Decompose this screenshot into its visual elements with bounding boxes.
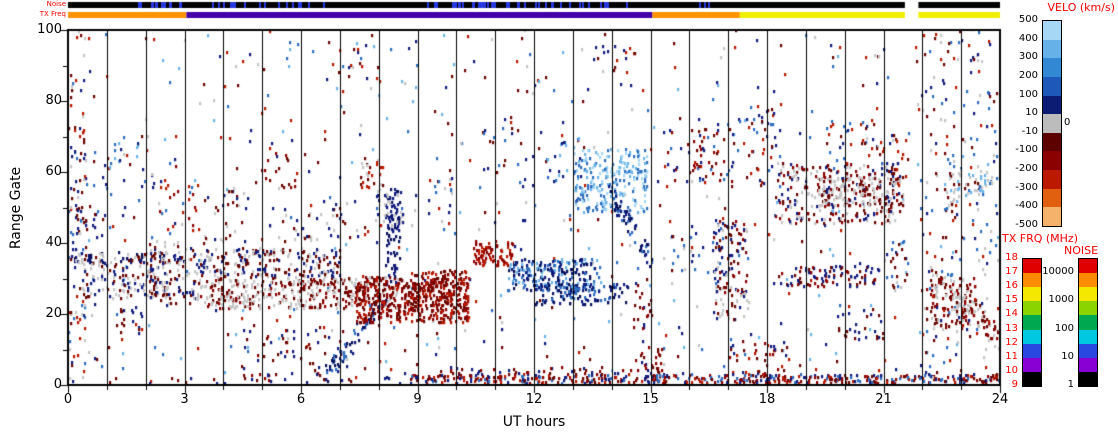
velocity-colorbar-segment [1043,58,1061,77]
noise-colorbar-segment [1079,287,1097,302]
txfrq-colorbar-title: TX FRQ (MHz) [1002,232,1078,245]
txfrq-tick-label: 14 [1005,308,1018,320]
x-tick-label: 21 [875,392,892,407]
velocity-colorbar-segment [1043,132,1061,152]
y-tick-label: 80 [45,93,62,108]
velocity-colorbar [1042,20,1062,227]
noise-colorbar [1078,258,1098,387]
x-tick-label: 24 [991,392,1009,407]
noise-tick-label: 10 [1061,350,1074,362]
velocity-colorbar-title: VELO (km/s) [1047,1,1115,14]
velocity-colorbar-segment [1043,170,1061,189]
noise-colorbar-segment [1079,301,1097,316]
txfrq-colorbar-segment [1023,287,1041,302]
velocity-tick-label: 10 [1025,107,1038,119]
velocity-colorbar-segment [1043,95,1061,115]
txfrq-colorbar-segment [1023,329,1041,344]
txfreq-strip-label: TX Freq [39,10,66,18]
noise-colorbar-segment [1079,273,1097,288]
velocity-tick-label: 400 [1018,32,1038,44]
txfrq-tick-label: 18 [1005,252,1018,263]
velocity-colorbar-segment [1043,114,1061,133]
noise-tick-label: 1000 [1048,294,1074,306]
txfrq-colorbar-segment [1023,259,1041,274]
x-axis-label: UT hours [502,414,566,430]
txfrq-tick-label: 12 [1005,336,1018,348]
y-tick-label: 40 [45,235,62,250]
y-tick-label: 100 [37,22,62,37]
txfrq-colorbar-segment [1023,273,1041,288]
y-tick-label: 60 [45,164,62,179]
noise-colorbar-segment [1079,371,1097,386]
y-axis-label: Range Gate [8,166,24,250]
y-tick-label: 0 [53,377,62,392]
x-tick-label: 18 [758,392,776,407]
x-tick-label: 15 [642,392,659,407]
velocity-colorbar-segment [1043,188,1061,208]
x-tick-label: 0 [63,392,73,407]
y-tick-label: 20 [45,306,62,321]
velocity-tick-label: -500 [1015,219,1038,230]
velocity-colorbar-segment [1043,207,1061,227]
noise-tick-label: 10000 [1042,266,1074,278]
x-tick-label: 9 [413,392,422,407]
noise-colorbar-segment [1079,315,1097,330]
noise-colorbar-title: NOISE [1064,244,1099,257]
txfrq-colorbar-segment [1023,301,1041,316]
txfrq-tick-label: 13 [1005,322,1018,334]
velocity-tick-label: 300 [1018,51,1038,63]
noise-tick-label: 1 [1067,379,1074,390]
txfrq-tick-label: 11 [1005,350,1018,362]
txfrq-tick-label: 10 [1005,364,1018,376]
velocity-tick-label: 100 [1018,88,1038,100]
txfrq-tick-label: 17 [1005,266,1018,278]
txfrq-tick-label: 15 [1005,294,1018,306]
velocity-tick-label: 200 [1018,69,1038,81]
txfrq-colorbar [1022,258,1042,387]
noise-strip-label: Noise [46,0,66,8]
velocity-colorbar-segment [1043,39,1061,59]
velocity-colorbar-segment [1043,151,1061,171]
noise-colorbar-segment [1079,343,1097,358]
noise-colorbar-segment [1079,329,1097,344]
x-tick-label: 3 [180,392,189,407]
velocity-colorbar-segment [1043,21,1061,40]
velocity-tick-label: -10 [1021,125,1038,137]
txfrq-colorbar-segment [1023,371,1041,386]
txfrq-colorbar-segment [1023,357,1041,372]
noise-colorbar-segment [1079,259,1097,274]
velocity-tick-label: -200 [1015,163,1038,175]
velocity-tick-label: -300 [1015,181,1038,193]
txfrq-tick-label: 9 [1011,379,1018,390]
velocity-tick-label: -400 [1015,200,1038,212]
velocity-tick-label: -100 [1015,144,1038,156]
x-tick-label: 6 [296,392,306,407]
txfrq-colorbar-segment [1023,343,1041,358]
x-tick-label: 12 [525,392,543,407]
velocity-zero-label: 0 [1064,117,1071,128]
velocity-tick-label: 500 [1018,14,1038,25]
txfrq-tick-label: 16 [1005,280,1018,292]
velocity-colorbar-segment [1043,76,1061,96]
noise-tick-label: 100 [1054,322,1074,334]
noise-colorbar-segment [1079,357,1097,372]
txfrq-colorbar-segment [1023,315,1041,330]
